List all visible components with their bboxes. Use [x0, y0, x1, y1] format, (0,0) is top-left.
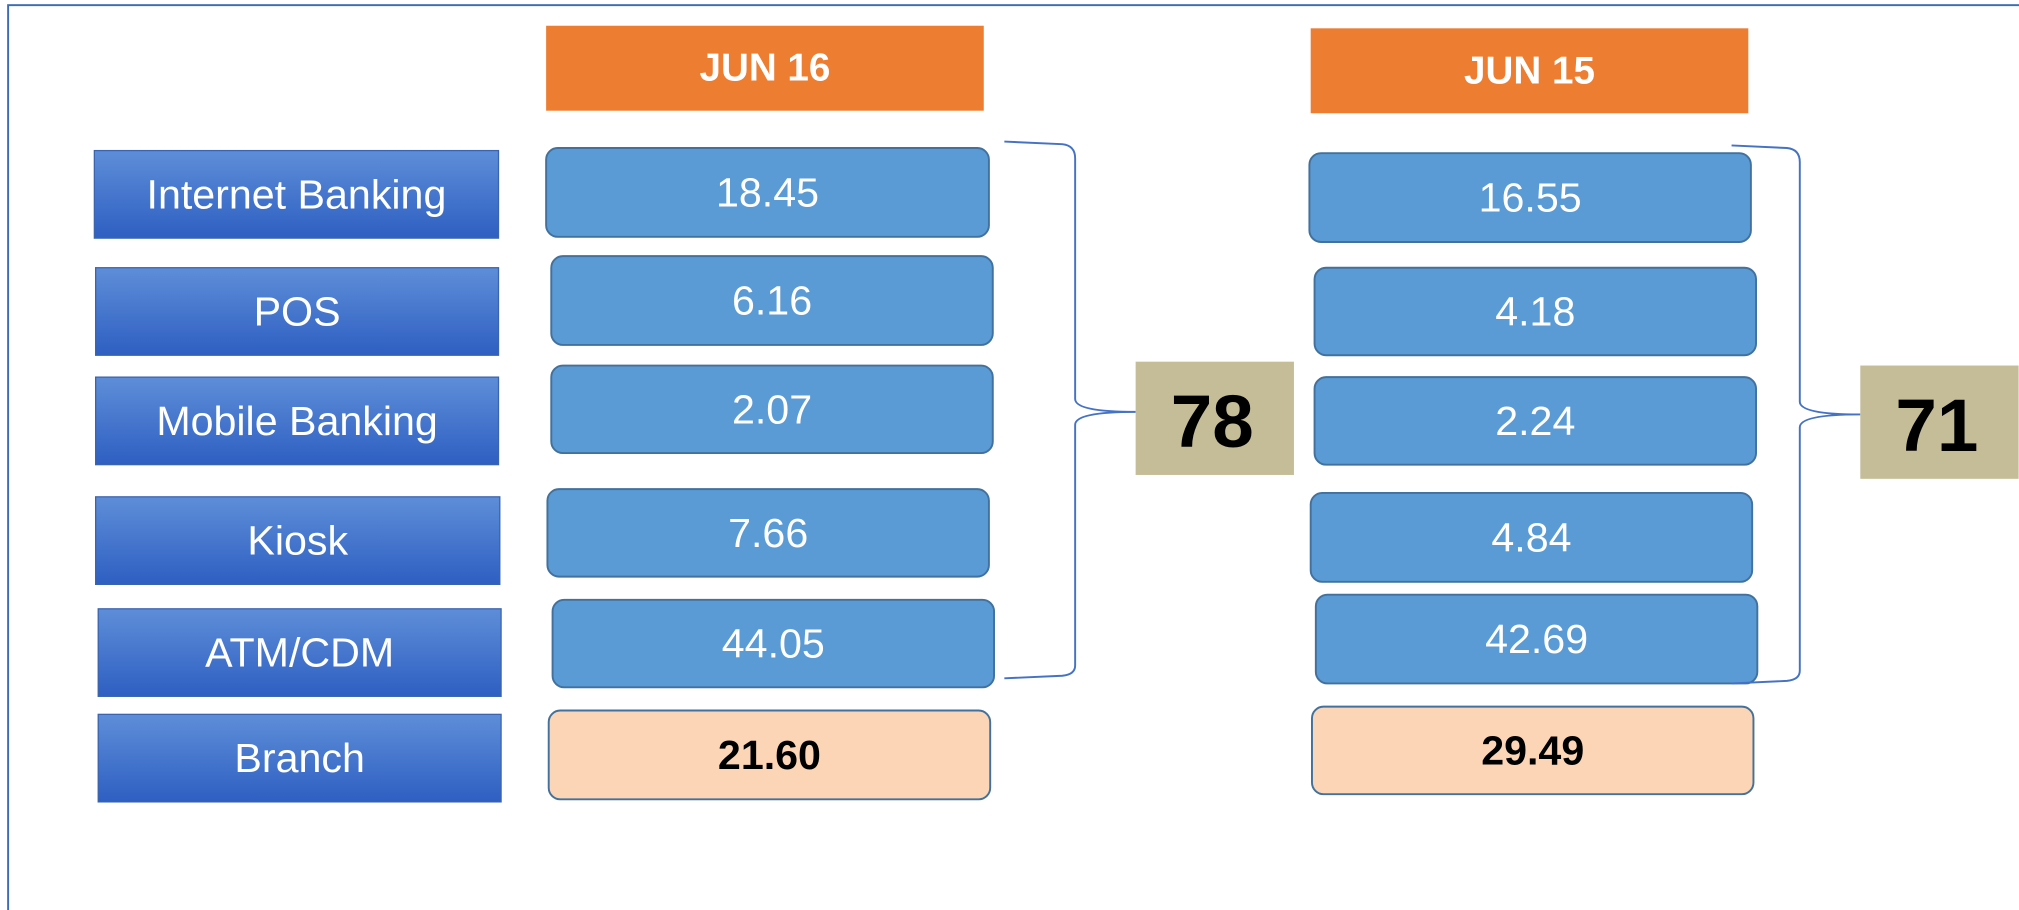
row-label: Internet Banking: [147, 171, 447, 217]
row-label: Branch: [234, 735, 364, 781]
branch-box: [1311, 705, 1755, 796]
branch-value: 29.49: [1481, 727, 1584, 773]
value-box: [1308, 152, 1752, 243]
value-box: [1309, 492, 1754, 583]
value: 7.66: [728, 510, 808, 556]
row-label-box: [94, 267, 500, 356]
value: 42.69: [1485, 616, 1588, 662]
row-label-box: [94, 496, 501, 585]
total: 71: [1895, 383, 1978, 467]
row-label: POS: [254, 288, 341, 334]
value: 4.84: [1491, 514, 1571, 560]
value-box: [551, 598, 996, 689]
row-label-box: [97, 713, 502, 803]
value: 4.18: [1495, 288, 1575, 334]
frame: [7, 4, 2019, 910]
value: 2.07: [732, 386, 812, 432]
total-box: [1135, 361, 1294, 475]
value-box: [1313, 266, 1757, 357]
row-label: Kiosk: [247, 518, 348, 564]
value-box: [1314, 593, 1759, 685]
branch-value: 21.60: [718, 732, 821, 778]
total-box: [1860, 365, 2019, 479]
brace: [1004, 140, 1136, 680]
date-header: JUN 16: [699, 47, 830, 90]
value: 44.05: [722, 621, 825, 667]
date-header-box: [1310, 28, 1749, 114]
value: 6.16: [732, 278, 812, 324]
value-box: [546, 488, 990, 578]
value-box: [1313, 376, 1757, 466]
row-label-box: [97, 608, 502, 697]
date-header-box: [546, 25, 984, 111]
row-label: ATM/CDM: [205, 630, 394, 676]
value-box: [550, 364, 994, 455]
value-box: [545, 147, 990, 238]
value-box: [550, 255, 994, 346]
value: 18.45: [716, 169, 819, 215]
value: 2.24: [1495, 398, 1575, 444]
row-label-box: [94, 376, 500, 466]
value: 16.55: [1479, 175, 1582, 221]
row-label: Mobile Banking: [156, 398, 438, 444]
row-label-box: [93, 149, 500, 239]
branch-box: [547, 709, 992, 801]
total: 78: [1171, 379, 1254, 463]
date-header: JUN 15: [1464, 49, 1595, 92]
